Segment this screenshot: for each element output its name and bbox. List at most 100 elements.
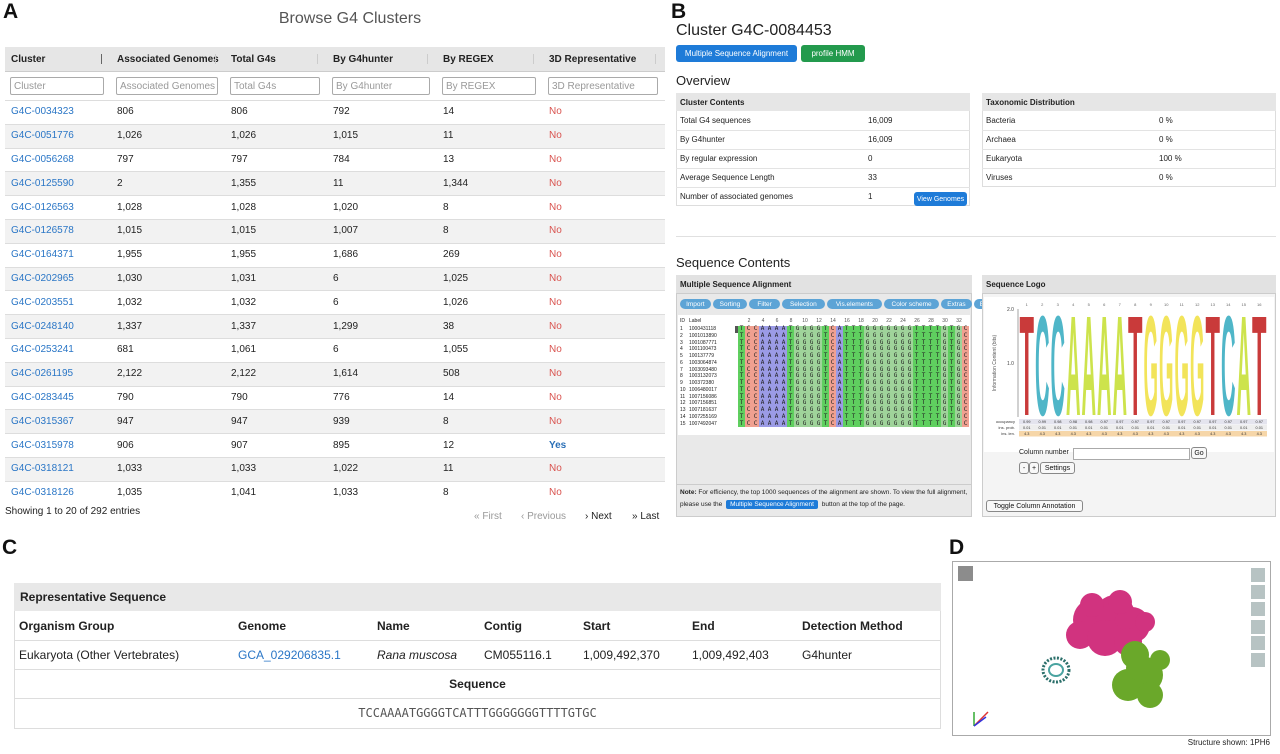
column-header[interactable]: Cluster [11, 47, 105, 72]
cluster-link[interactable]: G4C-0126563 [11, 195, 109, 219]
annotation-value: 0.97 [1178, 420, 1185, 424]
column-header[interactable]: 3D Representative [549, 47, 659, 72]
filter-input[interactable]: Associated Genomes [116, 77, 218, 95]
msa-residue: G [892, 421, 899, 428]
msa-row-id: 5 [680, 353, 689, 360]
viewer-tool[interactable] [1251, 636, 1265, 650]
annotation-value: 0.01 [1240, 426, 1247, 430]
panel-header: Multiple Sequence Alignment [676, 275, 972, 294]
column-header[interactable]: By REGEX [443, 47, 537, 72]
table-cell: 939 [333, 409, 435, 433]
filter-input[interactable]: Total G4s [230, 77, 320, 95]
msa-ruler-label: 12 [813, 318, 825, 325]
msa-row-label: 1006480017 [689, 387, 734, 394]
viewer-tool[interactable] [1251, 620, 1265, 634]
cluster-link[interactable]: G4C-0202965 [11, 267, 109, 291]
msa-row-label: 1001013890 [689, 333, 734, 340]
msa-toolbar-button[interactable]: Extras [941, 299, 972, 309]
msa-row-id: 7 [680, 367, 689, 374]
msa-ruler-label: 24 [897, 318, 909, 325]
table-cell: No [549, 124, 663, 148]
msa-toolbar-button[interactable]: Color scheme [884, 299, 939, 309]
annotation-value: 4.3 [1071, 432, 1076, 436]
toggle-annotation-button[interactable]: Toggle Column Annotation [986, 500, 1083, 512]
table-cell: No [549, 457, 663, 481]
pagination-link[interactable]: ‹ Previous [521, 511, 566, 523]
msa-toolbar-button[interactable]: Vis.elements [827, 299, 882, 309]
hmm-button[interactable]: profile HMM [801, 45, 865, 62]
axes-gizmo [970, 708, 992, 730]
column-header[interactable]: Total G4s [231, 47, 321, 72]
cluster-link[interactable]: G4C-0056268 [11, 148, 109, 172]
viewer-toggle[interactable] [958, 566, 973, 581]
protein-chain [1108, 590, 1132, 614]
filter-input[interactable]: 3D Representative [548, 77, 658, 95]
table-cell: 1,015 [117, 219, 223, 243]
sort-icon [317, 54, 322, 64]
cluster-link[interactable]: G4C-0126578 [11, 219, 109, 243]
cluster-link[interactable]: G4C-0248140 [11, 314, 109, 338]
annotation-value: 0.01 [1085, 426, 1092, 430]
msa-button[interactable]: Multiple Sequence Alignment [676, 45, 797, 62]
column-input[interactable] [1073, 448, 1190, 460]
table-cell: 1,025 [443, 267, 541, 291]
annotation-label: ins. len. [1001, 431, 1015, 436]
sort-icon [101, 54, 106, 64]
minus-button[interactable]: - [1019, 462, 1029, 474]
pagination-link[interactable]: « First [474, 511, 502, 523]
view-genomes-button[interactable]: View Genomes [914, 192, 967, 206]
msa-row-id: 15 [680, 421, 689, 428]
info-cell: 0 % [1159, 111, 1219, 130]
msa-toolbar-button[interactable]: Import [680, 299, 711, 309]
filter-input[interactable]: Cluster [10, 77, 104, 95]
cluster-link[interactable]: G4C-0315367 [11, 409, 109, 433]
cluster-link[interactable]: G4C-0261195 [11, 362, 109, 386]
info-cell: By regular expression [680, 149, 860, 168]
msa-residue: G [808, 421, 815, 428]
msa-ruler-label: 22 [883, 318, 895, 325]
msa-toolbar-button[interactable]: Sorting [713, 299, 748, 309]
msa-toolbar-button[interactable]: Selection [782, 299, 825, 309]
settings-button[interactable]: Settings [1040, 462, 1075, 474]
column-header[interactable]: By G4hunter [333, 47, 431, 72]
viewer-tool[interactable] [1251, 585, 1265, 599]
cluster-link[interactable]: G4C-0318126 [11, 481, 109, 505]
pagination-link[interactable]: › Next [585, 511, 612, 523]
table-cell: 6 [333, 267, 435, 291]
column-header[interactable]: Associated Genomes [117, 47, 219, 72]
pagination-link[interactable]: » Last [632, 511, 659, 523]
annotation-value: 0.01 [1023, 426, 1030, 430]
table-cell: 1,033 [231, 457, 325, 481]
go-button[interactable]: Go [1191, 447, 1207, 459]
msa-residue: G [906, 421, 913, 428]
sort-icon [215, 54, 220, 64]
cluster-link[interactable]: G4C-0125590 [11, 171, 109, 195]
note-button[interactable]: Multiple Sequence Alignment [726, 500, 818, 509]
filter-input[interactable]: By G4hunter [332, 77, 430, 95]
msa-sequence-row: TCCAAAATGGGGTCATTTGGGGGGGTTTTGTGC [738, 421, 969, 428]
viewer-tool[interactable] [1251, 602, 1265, 616]
table-cell: 1,015 [231, 219, 325, 243]
plus-button[interactable]: + [1029, 462, 1039, 474]
cluster-link[interactable]: G4C-0164371 [11, 243, 109, 267]
cluster-link[interactable]: G4C-0253241 [11, 338, 109, 362]
viewer-tool[interactable] [1251, 653, 1265, 667]
cluster-link[interactable]: G4C-0315978 [11, 433, 109, 457]
rep-cell: Eukaryota (Other Vertebrates) [19, 640, 219, 669]
cluster-link[interactable]: G4C-0203551 [11, 290, 109, 314]
cluster-link[interactable]: G4C-0051776 [11, 124, 109, 148]
table-cell: 11 [443, 124, 541, 148]
msa-ruler-label: 30 [939, 318, 951, 325]
filter-input[interactable]: By REGEX [442, 77, 536, 95]
cluster-link[interactable]: G4C-0034323 [11, 100, 109, 124]
msa-toolbar-button[interactable]: Filter [749, 299, 780, 309]
msa-residue: G [801, 421, 808, 428]
table-cell: 681 [117, 338, 223, 362]
viewer-tool[interactable] [1251, 568, 1265, 582]
info-table-header: Taxonomic Distribution [982, 93, 1276, 111]
cluster-link[interactable]: G4C-0283445 [11, 386, 109, 410]
annotation-value: 0.01 [1209, 426, 1216, 430]
msa-residue: T [857, 421, 864, 428]
cluster-link[interactable]: G4C-0318121 [11, 457, 109, 481]
protein-chain [1080, 593, 1104, 617]
